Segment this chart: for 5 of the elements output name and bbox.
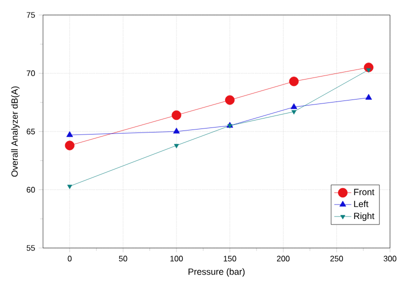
y-axis-title: Overall Analyzer dB(A) [11, 86, 20, 177]
legend-label: Front [354, 188, 374, 196]
x-axis-title: Pressure (bar) [188, 268, 245, 277]
legend-label: Left [354, 200, 368, 208]
legend-label: Right [354, 212, 374, 221]
